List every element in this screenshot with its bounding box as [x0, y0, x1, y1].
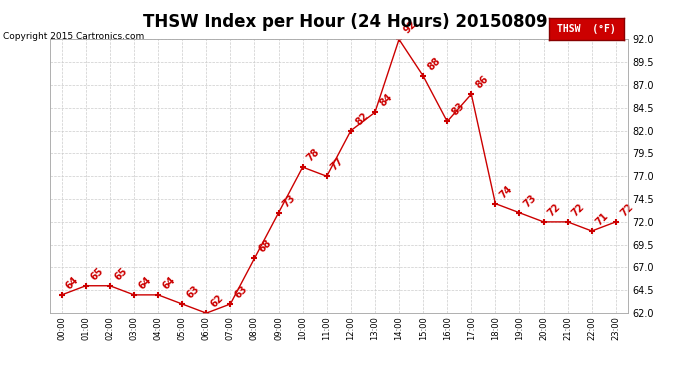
- Text: 72: 72: [546, 202, 562, 218]
- Text: 71: 71: [594, 211, 611, 227]
- Text: 68: 68: [257, 238, 273, 255]
- Text: THSW Index per Hour (24 Hours) 20150809: THSW Index per Hour (24 Hours) 20150809: [143, 13, 547, 31]
- Text: 88: 88: [426, 56, 442, 72]
- Text: 65: 65: [88, 266, 105, 282]
- Text: 72: 72: [618, 202, 635, 218]
- Text: 78: 78: [305, 147, 322, 164]
- Text: 73: 73: [281, 192, 297, 209]
- Text: 72: 72: [570, 202, 586, 218]
- Text: 74: 74: [497, 183, 515, 200]
- Text: 84: 84: [377, 92, 394, 109]
- Text: 73: 73: [522, 192, 538, 209]
- Text: 77: 77: [329, 156, 346, 172]
- Text: 64: 64: [161, 274, 177, 291]
- Text: Copyright 2015 Cartronics.com: Copyright 2015 Cartronics.com: [3, 32, 145, 41]
- Text: 92: 92: [402, 19, 418, 36]
- Text: 63: 63: [233, 284, 249, 300]
- Text: 64: 64: [64, 274, 81, 291]
- Text: THSW  (°F): THSW (°F): [557, 24, 616, 34]
- Text: 63: 63: [185, 284, 201, 300]
- Text: 65: 65: [112, 266, 129, 282]
- Text: 83: 83: [450, 101, 466, 118]
- Text: 62: 62: [208, 293, 226, 309]
- Text: 64: 64: [137, 274, 153, 291]
- Text: 82: 82: [353, 110, 370, 127]
- Text: 86: 86: [474, 74, 491, 90]
